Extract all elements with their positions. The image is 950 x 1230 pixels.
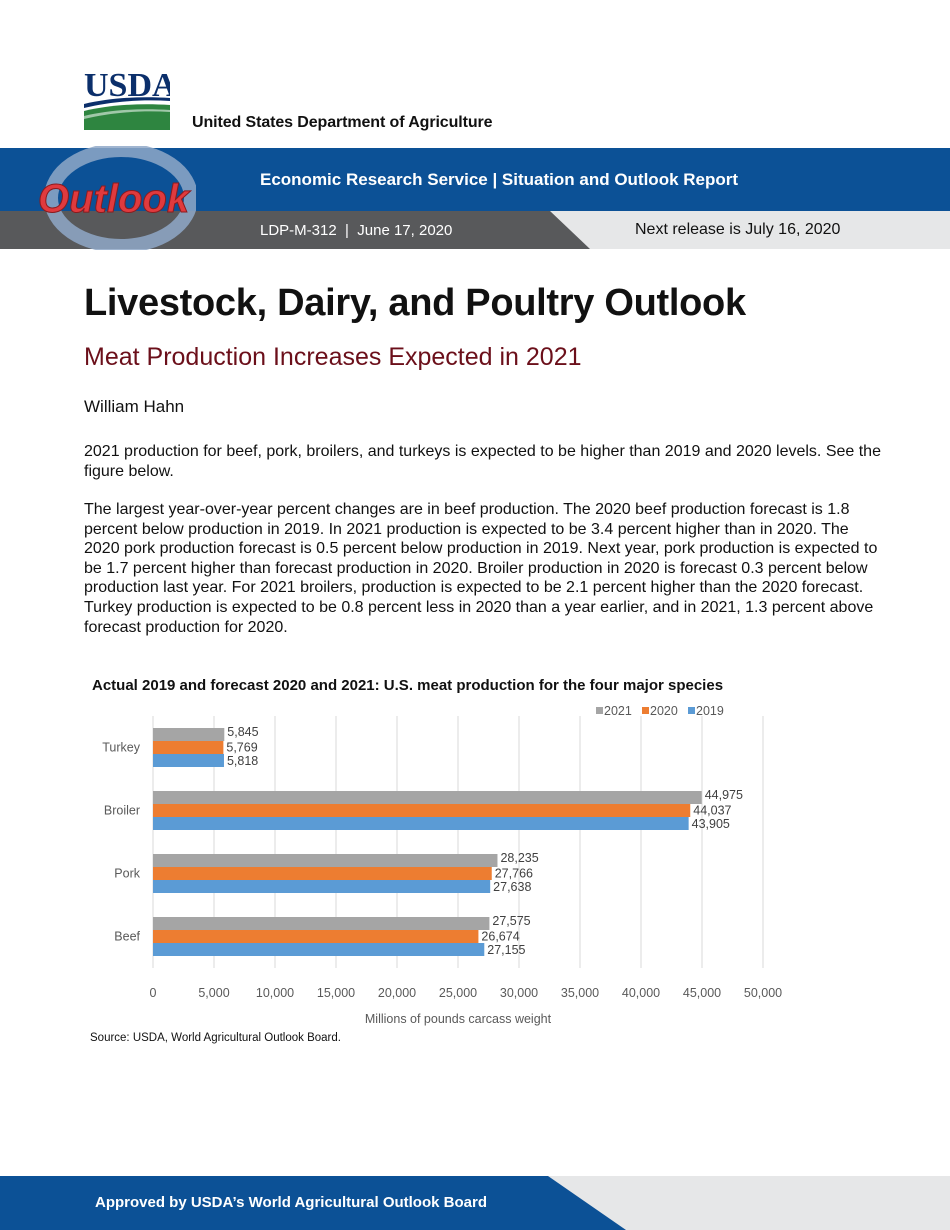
agency-name: United States Department of Agriculture — [192, 114, 493, 131]
body-paragraph-2: The largest year-over-year percent chang… — [84, 501, 878, 636]
x-tick-label: 35,000 — [561, 986, 599, 1000]
bar-beef-2019 — [153, 943, 485, 956]
data-label: 26,674 — [481, 930, 519, 944]
bar-pork-2019 — [153, 880, 491, 893]
x-tick-label: 5,000 — [198, 986, 229, 1000]
legend-swatch-2020 — [642, 707, 649, 714]
bar-beef-2020 — [153, 930, 479, 943]
page-title: Livestock, Dairy, and Poultry Outlook — [84, 282, 746, 324]
data-label: 27,155 — [487, 943, 525, 957]
bar-pork-2021 — [153, 854, 498, 867]
bar-broiler-2020 — [153, 804, 691, 817]
bar-pork-2020 — [153, 867, 492, 880]
x-tick-label: 20,000 — [378, 986, 416, 1000]
legend-swatch-2021 — [596, 707, 603, 714]
bar-turkey-2020 — [153, 741, 224, 754]
x-tick-label: 50,000 — [744, 986, 782, 1000]
bar-turkey-2019 — [153, 754, 224, 767]
bar-beef-2021 — [153, 917, 490, 930]
chart-title: Actual 2019 and forecast 2020 and 2021: … — [92, 677, 724, 694]
bar-turkey-2021 — [153, 728, 225, 741]
data-label: 44,037 — [693, 804, 731, 818]
bar-broiler-2019 — [153, 817, 689, 830]
legend-swatch-2019 — [688, 707, 695, 714]
category-label: Turkey — [102, 741, 140, 755]
page-subtitle: Meat Production Increases Expected in 20… — [84, 343, 582, 371]
report-series-title: Economic Research Service | Situation an… — [260, 170, 739, 189]
x-tick-label: 45,000 — [683, 986, 721, 1000]
footer-blue-shape — [0, 1176, 626, 1230]
data-label: 43,905 — [692, 817, 730, 831]
x-tick-label: 30,000 — [500, 986, 538, 1000]
data-label: 5,769 — [226, 741, 257, 755]
next-release-date: Next release is July 16, 2020 — [635, 221, 841, 238]
data-label: 5,818 — [227, 754, 258, 768]
outlook-logo: Outlook — [38, 146, 196, 250]
bar-broiler-2021 — [153, 791, 702, 804]
x-tick-label: 15,000 — [317, 986, 355, 1000]
category-label: Beef — [114, 930, 140, 944]
legend-label-2020: 2020 — [650, 704, 678, 718]
report-id-date: LDP-M-312 | June 17, 2020 — [260, 222, 453, 239]
outlook-logo-text: Outlook — [38, 177, 191, 221]
x-tick-label: 0 — [150, 986, 157, 1000]
data-label: 27,575 — [492, 914, 530, 928]
data-label: 27,766 — [495, 867, 533, 881]
category-label: Broiler — [104, 804, 140, 818]
data-label: 5,845 — [227, 725, 258, 739]
legend-label-2019: 2019 — [696, 704, 724, 718]
legend-label-2021: 2021 — [604, 704, 632, 718]
x-tick-label: 40,000 — [622, 986, 660, 1000]
data-label: 28,235 — [500, 851, 538, 865]
data-label: 44,975 — [705, 788, 743, 802]
x-tick-label: 10,000 — [256, 986, 294, 1000]
header-gray-band-light — [550, 211, 950, 249]
bar-chart: 0 5,000 10,000 15,000 20,000 25,000 30,000 35,0… — [102, 704, 782, 1026]
footer-approval-text: Approved by USDA’s World Agricultural Ou… — [95, 1194, 487, 1211]
category-label: Pork — [114, 867, 140, 881]
data-label: 27,638 — [493, 880, 531, 894]
author-name: William Hahn — [84, 397, 185, 416]
x-axis-title: Millions of pounds carcass weight — [365, 1012, 552, 1026]
usda-logo: USDA — [84, 68, 170, 130]
chart-source: Source: USDA, World Agricultural Outlook… — [90, 1032, 341, 1044]
body-paragraph-1: 2021 production for beef, pork, broilers… — [84, 443, 881, 480]
x-tick-label: 25,000 — [439, 986, 477, 1000]
